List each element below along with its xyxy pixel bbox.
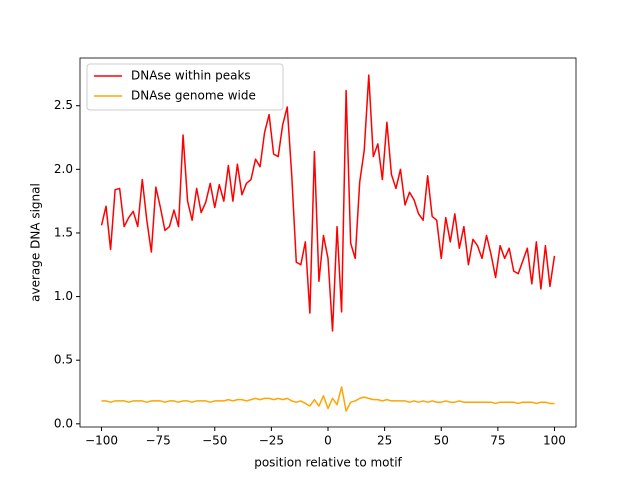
legend-label: DNAse within peaks — [131, 69, 251, 83]
data-line — [100, 74, 556, 332]
plot-frame — [79, 57, 577, 428]
x-tick-label: 50 — [434, 434, 449, 448]
legend-label: DNAse genome wide — [131, 89, 256, 103]
y-tick-label: 2.5 — [54, 98, 73, 112]
x-tick-label: −25 — [259, 434, 284, 448]
x-tick-label: −100 — [85, 434, 118, 448]
x-tick-label: 100 — [543, 434, 566, 448]
x-tick-label: 0 — [324, 434, 332, 448]
x-tick-label: 75 — [490, 434, 505, 448]
x-axis-label: position relative to motif — [254, 456, 402, 470]
y-tick-label: 0.5 — [54, 353, 73, 367]
data-line — [101, 386, 555, 412]
x-tick-label: 25 — [377, 434, 392, 448]
y-axis-label: average DNA signal — [29, 183, 43, 302]
x-tick-label: −75 — [145, 434, 170, 448]
y-tick-label: 1.5 — [54, 225, 73, 239]
y-tick-label: 0.0 — [54, 416, 73, 430]
y-tick-label: 2.0 — [54, 162, 73, 176]
x-tick-label: −50 — [202, 434, 227, 448]
legend-box — [86, 63, 284, 111]
y-tick-label: 1.0 — [54, 289, 73, 303]
